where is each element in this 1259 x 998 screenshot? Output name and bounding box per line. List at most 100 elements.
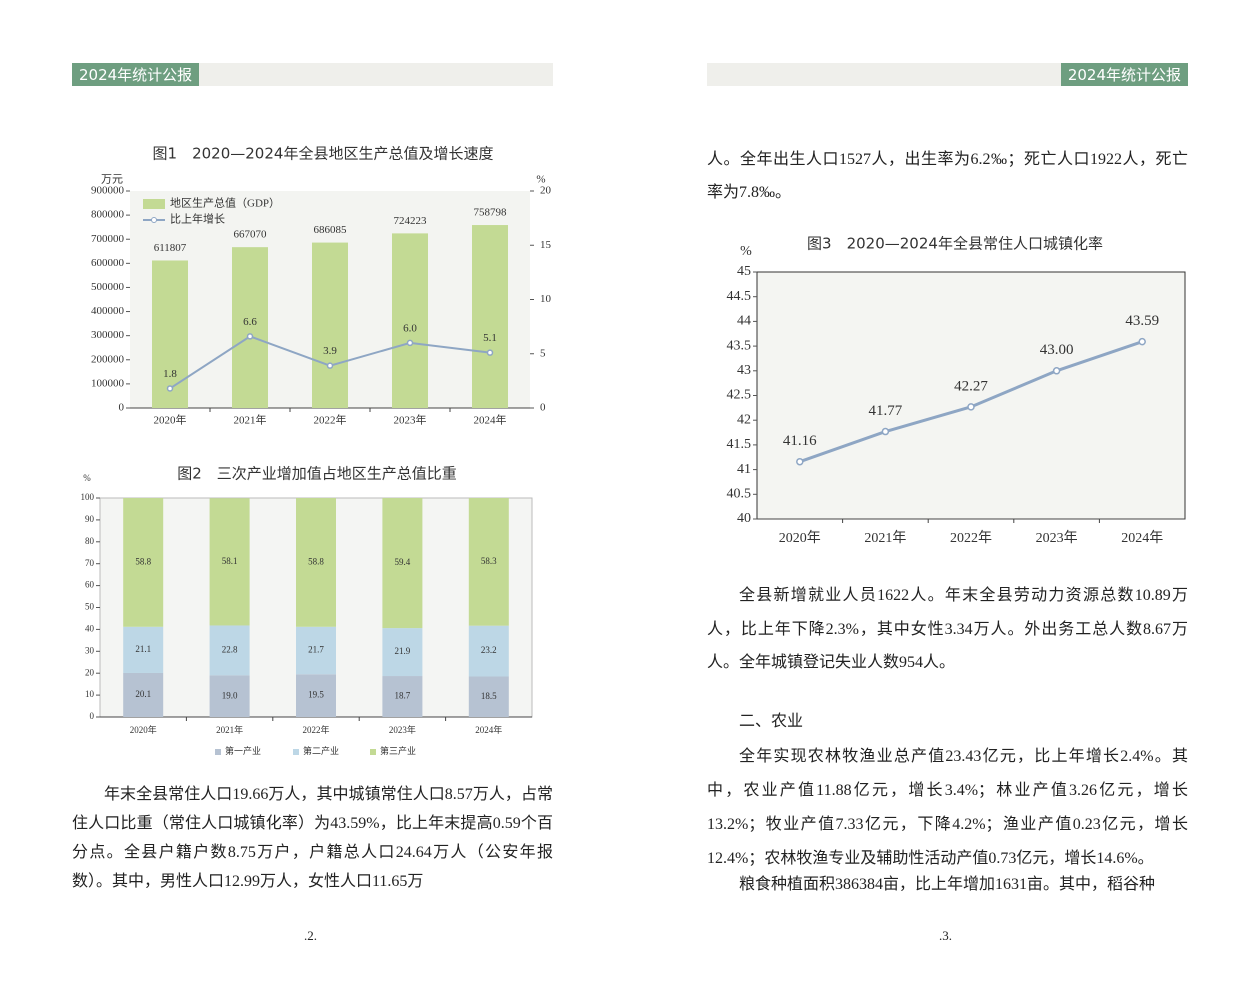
legend-marker [293,749,299,755]
section-heading: 二、农业 [739,713,804,730]
y-tick-label: 10 [85,689,95,699]
y-axis-unit: % [740,244,752,259]
y-tick-label: 42 [737,412,751,427]
legend-label: 地区生产总值（GDP） [170,196,280,210]
bar [468,676,509,717]
y-tick-label: 300000 [91,329,125,341]
y-tick-label: 70 [85,558,95,568]
y2-tick-label: 0 [540,402,546,414]
x-tick-label: 2022年 [950,530,992,546]
bar [392,233,428,408]
data-label: 43.59 [1125,313,1159,329]
data-label: 59.4 [395,557,411,567]
y2-tick-label: 20 [540,185,552,197]
y-tick-label: 700000 [91,233,125,245]
point [166,385,174,392]
x-tick-label: 2024年 [475,724,502,735]
data-label: 19.5 [308,690,324,700]
point [406,339,414,347]
legend-label: 第一产业 [225,745,261,756]
data-label: 42.27 [954,378,988,394]
bar [152,260,188,408]
bar [296,674,336,717]
x-tick-label: 2024年 [474,413,507,427]
point [246,333,254,340]
chart-title: 图3 2020—2024年全县常住人口城镇化率 [807,235,1103,253]
y-tick-label: 800000 [91,209,125,221]
data-label: 686085 [314,224,348,236]
page-header-bar: 2024年统计公报 [72,63,553,86]
data-label: 611807 [154,242,187,254]
legend-marker [215,749,221,755]
legend-marker [151,217,157,223]
y-axis-unit: 万元 [101,174,123,186]
data-label: 20.1 [135,689,151,699]
y-tick-label: 44 [737,314,751,329]
data-label: 22.8 [222,644,238,654]
x-tick-label: 2022年 [302,724,329,735]
x-tick-label: 2023年 [389,724,416,735]
x-tick-label: 2021年 [234,413,267,427]
legend-label: 比上年增长 [170,212,225,226]
y-tick-label: 44.5 [727,289,752,304]
y-tick-label: 500000 [91,281,125,293]
page-header: 2024年统计公报 [1060,63,1188,86]
bar [209,675,250,717]
x-tick-label: 2022年 [314,413,347,427]
x-tick-label: 2024年 [1121,530,1163,546]
y2-axis-unit: % [536,174,545,186]
y-tick-label: 30 [85,645,95,655]
bar [123,626,164,673]
y-tick-label: 41.5 [727,437,752,452]
data-label: 5.1 [483,332,497,344]
bar [296,626,336,675]
y-tick-label: 41 [737,462,751,477]
data-label: 43.00 [1040,342,1074,358]
data-label: 21.9 [395,646,411,656]
y-tick-label: 200000 [91,353,125,365]
data-label: 1.8 [163,368,177,380]
y2-tick-label: 10 [540,293,552,305]
paragraph: 粮食种植面积386384亩，比上年增加1631亩。其中，稻谷种 [739,876,1156,893]
paragraph: 全年实现农林牧渔业总产值23.43亿元，比上年增长2.4%。其中，农业产值11.… [707,748,1188,867]
point [326,362,334,369]
y-tick-label: 45 [737,264,751,279]
y-tick-label: 900000 [91,185,125,197]
data-label: 18.7 [395,691,411,701]
data-label: 3.9 [323,345,337,357]
point [881,427,890,436]
paragraph: 年末全县常住人口19.66万人，其中城镇常住人口8.57万人，占常住人口比重（常… [72,786,553,890]
bar [312,242,348,408]
y-tick-label: 90 [85,514,95,524]
y-tick-label: 0 [119,402,125,414]
y-tick-label: 100000 [91,377,125,389]
bar [382,498,423,629]
data-label: 18.5 [481,691,497,701]
data-label: 21.1 [135,644,151,654]
chart-title: 图1 2020—2024年全县地区生产总值及增长速度 [153,145,494,163]
y2-tick-label: 15 [540,239,552,251]
y2-tick-label: 5 [540,347,546,359]
bar [123,672,164,717]
x-tick-label: 2021年 [216,724,243,735]
bar [232,247,268,408]
data-label: 19.0 [222,690,238,700]
point [1138,337,1146,346]
y-tick-label: 80 [85,536,95,546]
bar [209,625,250,676]
point [796,457,804,466]
x-tick-label: 2020年 [154,413,187,427]
data-label: 23.2 [481,645,497,655]
point [486,349,494,356]
x-tick-label: 2023年 [1036,530,1078,546]
y-tick-label: 40 [85,623,95,633]
bar [123,498,164,627]
y-tick-label: 600000 [91,257,125,269]
bar [472,225,508,408]
data-label: 6.6 [243,316,257,328]
y-tick-label: 400000 [91,305,125,317]
legend-label: 第三产业 [380,745,416,756]
bar [209,498,250,626]
bar [382,676,423,717]
